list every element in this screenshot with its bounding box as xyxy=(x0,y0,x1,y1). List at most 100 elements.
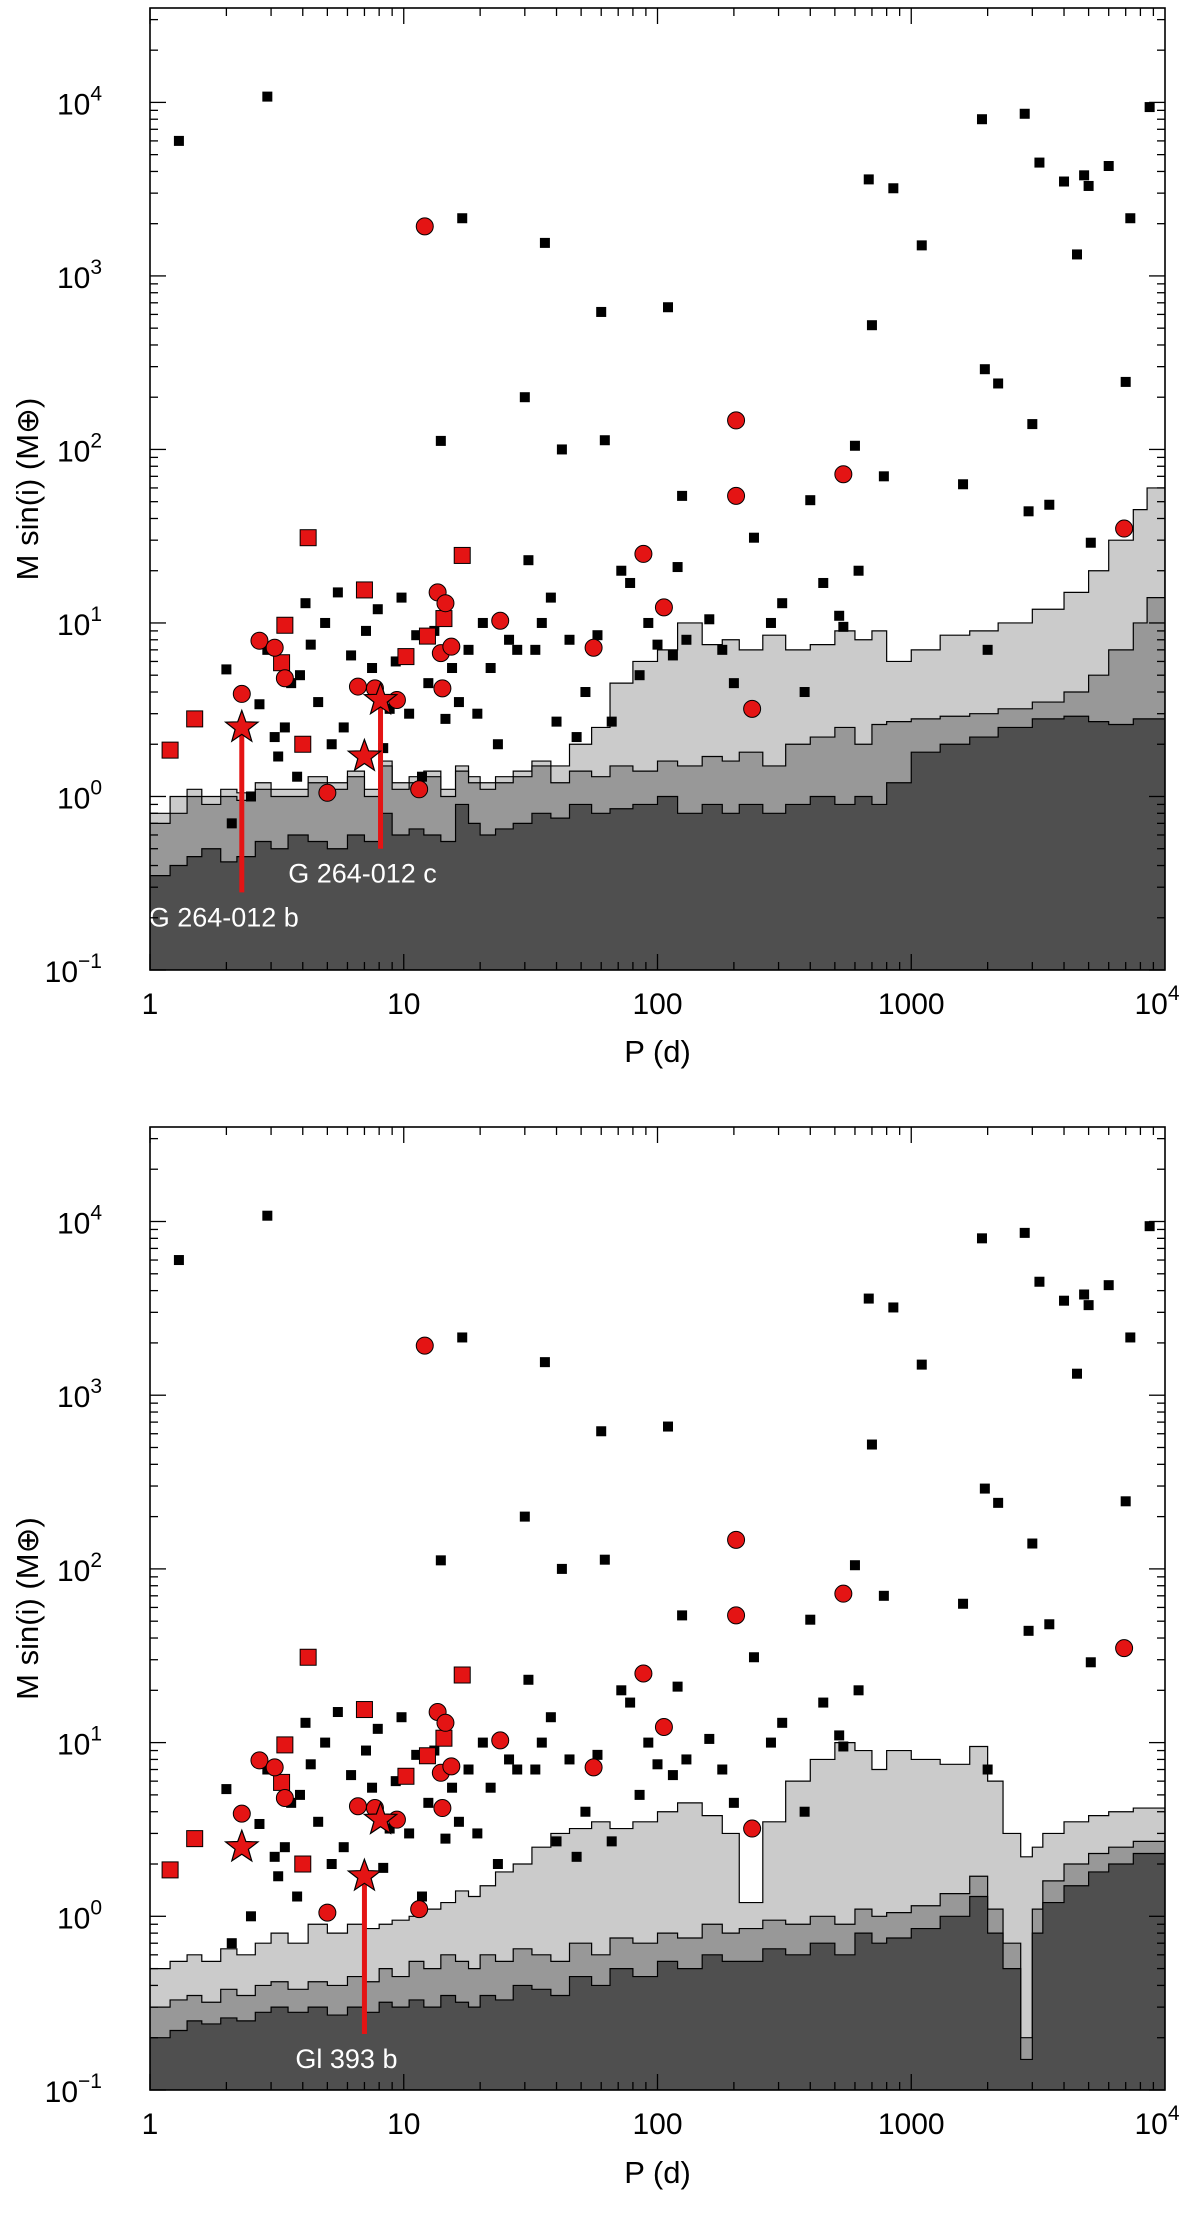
highlight-circle-marker xyxy=(265,1758,284,1777)
known-planet-marker xyxy=(545,592,556,603)
known-planet-marker xyxy=(404,708,415,719)
highlight-circle-marker xyxy=(442,1757,461,1776)
plot-area xyxy=(150,1210,1165,2090)
known-planet-marker xyxy=(1072,1368,1083,1379)
known-planet-marker xyxy=(599,1554,610,1565)
highlight-square-marker xyxy=(435,610,453,628)
y-tick-label-exponent: 2 xyxy=(90,1549,102,1572)
detection-limit-dark xyxy=(150,713,1165,970)
known-planet-marker xyxy=(504,634,515,645)
known-planet-marker xyxy=(313,697,324,708)
highlight-circle-marker xyxy=(491,611,510,630)
known-planet-marker xyxy=(530,1764,541,1775)
known-planet-marker xyxy=(367,663,378,674)
known-planet-marker xyxy=(805,495,816,506)
known-planet-marker xyxy=(643,1737,654,1748)
known-planet-marker xyxy=(717,1764,728,1775)
known-planet-marker xyxy=(294,670,305,681)
highlight-circle-marker xyxy=(743,699,762,718)
x-axis-label: P (d) xyxy=(624,2155,691,2190)
y-tick-label: 101 xyxy=(57,1723,102,1762)
highlight-square-marker xyxy=(161,1861,179,1879)
y-tick-label: 101 xyxy=(57,603,102,642)
known-planet-marker xyxy=(818,577,829,588)
known-planet-marker xyxy=(982,1764,993,1775)
known-planet-marker xyxy=(1034,1276,1045,1287)
known-planet-marker xyxy=(863,1293,874,1304)
known-planet-marker xyxy=(765,1737,776,1748)
plot-frame xyxy=(149,7,1166,971)
x-tick-label-exponent: 4 xyxy=(1168,2102,1180,2125)
known-planet-marker xyxy=(616,565,627,576)
highlight-circle-marker xyxy=(250,631,269,650)
chart-panel-2: Gl 393 b1 10 100 1000 10410−1100101102103104… xyxy=(10,1126,1180,2190)
known-planet-marker xyxy=(512,644,523,655)
known-planet-marker xyxy=(1085,1657,1096,1668)
known-planet-marker xyxy=(728,678,739,689)
y-tick-label: 104 xyxy=(57,82,102,121)
known-planet-marker xyxy=(1144,1221,1155,1232)
known-planet-marker xyxy=(982,644,993,655)
highlight-square-marker xyxy=(299,1648,317,1666)
highlight-square-marker xyxy=(355,581,373,599)
known-planet-marker xyxy=(677,490,688,501)
known-planet-marker xyxy=(1023,1625,1034,1636)
known-planet-marker xyxy=(338,722,349,733)
known-planet-marker xyxy=(326,1859,337,1870)
known-planet-marker xyxy=(606,1836,617,1847)
known-planet-marker xyxy=(416,771,427,782)
known-planet-marker xyxy=(1144,102,1155,113)
highlight-star-marker xyxy=(223,1828,260,1863)
known-planet-marker xyxy=(269,1851,280,1862)
axes xyxy=(149,8,1165,971)
known-planet-marker xyxy=(888,183,899,194)
highlight-square-marker xyxy=(294,1855,312,1873)
known-planet-marker xyxy=(492,739,503,750)
known-planet-marker xyxy=(849,440,860,451)
y-axis-label: M sin(i) (M⊕) xyxy=(10,1517,45,1700)
known-planet-marker xyxy=(1125,213,1136,224)
y-tick-label: 103 xyxy=(57,256,102,295)
known-planet-marker xyxy=(853,565,864,576)
known-planet-marker xyxy=(523,1674,534,1685)
highlight-square-marker xyxy=(418,1747,436,1765)
known-planet-marker xyxy=(1019,1227,1030,1238)
known-planet-marker xyxy=(423,1797,434,1808)
x-tick-label: 1000 xyxy=(878,2108,945,2141)
known-planet-marker xyxy=(523,555,534,566)
known-planet-marker xyxy=(564,1754,575,1765)
highlight-circle-marker xyxy=(584,1758,603,1777)
known-planet-marker xyxy=(313,1816,324,1827)
highlight-square-marker xyxy=(186,710,204,728)
known-planet-marker xyxy=(221,664,232,675)
known-planet-marker xyxy=(226,818,237,829)
known-planet-marker xyxy=(1103,1280,1114,1291)
known-planet-marker xyxy=(616,1685,627,1696)
known-planet-marker xyxy=(173,1255,184,1266)
known-planet-marker xyxy=(378,743,389,754)
known-planet-marker xyxy=(279,1842,290,1853)
x-tick-label: 1 xyxy=(142,988,159,1021)
known-planet-marker xyxy=(338,1842,349,1853)
known-planet-marker xyxy=(440,713,451,724)
known-planet-marker xyxy=(320,1737,331,1748)
highlight-square-marker xyxy=(276,616,294,634)
y-tick-label-exponent: 4 xyxy=(90,82,102,105)
known-planet-marker xyxy=(704,1733,715,1744)
y-tick-label-exponent: −1 xyxy=(78,2070,102,2093)
highlight-circle-marker xyxy=(727,486,746,505)
highlight-circle-marker xyxy=(727,1606,746,1625)
y-tick-label: 104 xyxy=(57,1202,102,1241)
known-planet-marker xyxy=(866,1439,877,1450)
known-planet-marker xyxy=(305,1759,316,1770)
known-planet-marker xyxy=(1085,537,1096,548)
y-tick-label: 102 xyxy=(57,1549,102,1588)
known-planet-marker xyxy=(447,1782,458,1793)
known-planet-marker xyxy=(262,91,273,102)
known-planet-marker xyxy=(477,617,488,628)
known-planet-marker xyxy=(530,644,541,655)
known-planet-marker xyxy=(326,739,337,750)
known-planet-marker xyxy=(888,1302,899,1313)
known-planet-marker xyxy=(596,306,607,317)
x-tick-label: 100 xyxy=(632,988,682,1021)
